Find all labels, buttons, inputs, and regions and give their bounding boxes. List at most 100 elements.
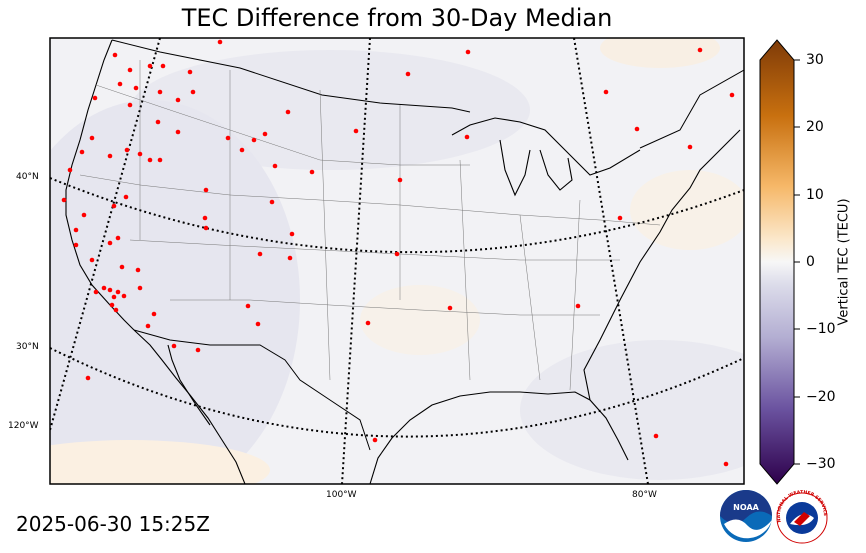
colorbar-tick-label: 30 bbox=[806, 52, 824, 68]
gnss-station-marker bbox=[85, 375, 91, 381]
gnss-station-marker bbox=[73, 227, 79, 233]
gnss-station-marker bbox=[127, 67, 133, 73]
gnss-station-marker bbox=[175, 97, 181, 103]
gnss-station-marker bbox=[405, 71, 411, 77]
gnss-station-marker bbox=[157, 157, 163, 163]
gnss-station-marker bbox=[135, 267, 141, 273]
gnss-station-marker bbox=[115, 235, 121, 241]
gnss-station-marker bbox=[245, 303, 251, 309]
noaa-logo: NOAA bbox=[720, 490, 772, 542]
gnss-station-marker bbox=[107, 287, 113, 293]
gnss-station-marker bbox=[147, 157, 153, 163]
positive-anomaly-central bbox=[360, 285, 480, 355]
gnss-station-marker bbox=[92, 95, 98, 101]
gnss-station-marker bbox=[89, 135, 95, 141]
gnss-station-marker bbox=[287, 255, 293, 261]
gnss-station-marker bbox=[123, 194, 129, 200]
gnss-station-marker bbox=[203, 225, 209, 231]
gnss-station-marker bbox=[202, 215, 208, 221]
international-border bbox=[111, 39, 744, 451]
gnss-station-marker bbox=[309, 169, 315, 175]
gnss-station-marker bbox=[653, 433, 659, 439]
map-title: TEC Difference from 30-Day Median bbox=[181, 4, 613, 32]
colorbar-tick-label: −10 bbox=[806, 321, 836, 337]
gnss-station-marker bbox=[111, 203, 117, 209]
gnss-station-marker bbox=[115, 289, 121, 295]
gnss-station-marker bbox=[151, 311, 157, 317]
gnss-station-marker bbox=[112, 52, 118, 58]
gnss-station-marker bbox=[187, 69, 193, 75]
gnss-station-marker bbox=[155, 119, 161, 125]
gnss-station-marker bbox=[464, 134, 470, 140]
gnss-station-marker bbox=[394, 251, 400, 257]
lon-label-120w: 120°W bbox=[8, 421, 39, 431]
gnss-station-marker bbox=[634, 126, 640, 132]
gnss-station-marker bbox=[137, 285, 143, 291]
gnss-station-marker bbox=[61, 197, 67, 203]
colorbar-tick-label: −20 bbox=[806, 389, 836, 405]
gnss-station-marker bbox=[127, 102, 133, 108]
gnss-station-marker bbox=[195, 347, 201, 353]
colorbar-tick-label: −30 bbox=[806, 456, 836, 472]
gnss-station-marker bbox=[697, 47, 703, 53]
gnss-station-marker bbox=[269, 199, 275, 205]
gnss-station-marker bbox=[137, 151, 143, 157]
gnss-station-marker bbox=[353, 128, 359, 134]
gnss-station-marker bbox=[447, 305, 453, 311]
gnss-station-marker bbox=[239, 147, 245, 153]
gnss-station-marker bbox=[365, 320, 371, 326]
gnss-station-marker bbox=[81, 212, 87, 218]
gnss-station-marker bbox=[111, 294, 117, 300]
gnss-station-marker bbox=[251, 137, 257, 143]
gnss-station-marker bbox=[372, 437, 378, 443]
positive-anomaly-east bbox=[630, 170, 744, 250]
colorbar-tick-label: 10 bbox=[806, 187, 824, 203]
gnss-station-marker bbox=[225, 135, 231, 141]
gnss-station-marker bbox=[117, 81, 123, 87]
gnss-station-marker bbox=[145, 323, 151, 329]
gnss-station-marker bbox=[133, 85, 139, 91]
gnss-station-marker bbox=[157, 89, 163, 95]
gnss-station-marker bbox=[729, 92, 735, 98]
lat-label-40n: 40°N bbox=[16, 172, 39, 182]
gnss-station-marker bbox=[617, 215, 623, 221]
gnss-station-marker bbox=[465, 49, 471, 55]
coastline bbox=[65, 39, 741, 484]
gnss-station-marker bbox=[113, 307, 119, 313]
gnss-station-marker bbox=[119, 264, 125, 270]
gnss-station-marker bbox=[109, 302, 115, 308]
gnss-station-marker bbox=[190, 89, 196, 95]
negative-anomaly-north bbox=[130, 50, 530, 170]
gnss-station-marker bbox=[723, 461, 729, 467]
gnss-station-marker bbox=[603, 89, 609, 95]
colorbar-tick-label: 20 bbox=[806, 119, 824, 135]
lat-label-30n: 30°N bbox=[16, 342, 39, 352]
gnss-station-marker bbox=[107, 153, 113, 159]
state-borders bbox=[79, 60, 661, 391]
gnss-station-marker bbox=[101, 285, 107, 291]
gnss-station-marker bbox=[160, 63, 166, 69]
gnss-station-marker bbox=[107, 240, 113, 246]
gnss-station-marker bbox=[73, 242, 79, 248]
colorbar bbox=[759, 39, 795, 485]
gnss-station-marker bbox=[67, 167, 73, 173]
gnss-station-marker bbox=[147, 63, 153, 69]
gnss-station-marker bbox=[285, 109, 291, 115]
gnss-station-marker bbox=[257, 251, 263, 257]
gnss-station-marker bbox=[217, 39, 223, 45]
gnss-station-marker bbox=[79, 149, 85, 155]
gnss-station-marker bbox=[272, 163, 278, 169]
map-frame bbox=[49, 37, 745, 485]
positive-anomaly-northeast bbox=[600, 38, 720, 68]
timestamp: 2025-06-30 15:25Z bbox=[16, 512, 210, 536]
gnss-station-marker bbox=[171, 343, 177, 349]
colorbar-label: Vertical TEC (TECU) bbox=[836, 198, 852, 326]
noaa-logo-text: NOAA bbox=[733, 503, 759, 512]
nws-logo: NATIONAL WEATHER SERVICE bbox=[776, 489, 828, 544]
gnss-station-marker bbox=[687, 144, 693, 150]
positive-anomaly-southwest bbox=[50, 440, 270, 484]
gnss-station-marker bbox=[255, 321, 261, 327]
colorbar-ticks bbox=[794, 59, 800, 465]
gnss-station-marker bbox=[575, 303, 581, 309]
